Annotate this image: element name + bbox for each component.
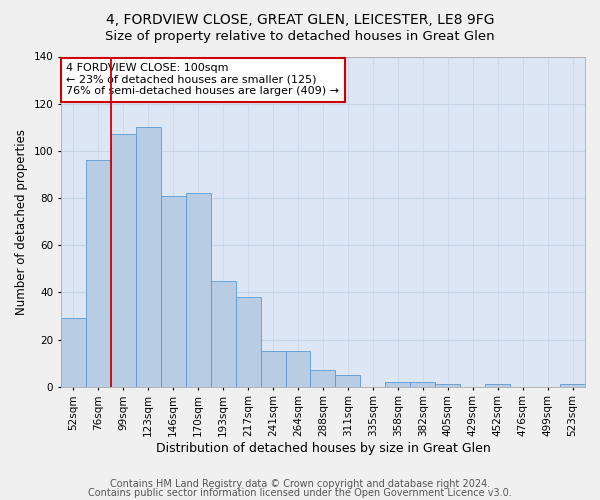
X-axis label: Distribution of detached houses by size in Great Glen: Distribution of detached houses by size … [155, 442, 490, 455]
Y-axis label: Number of detached properties: Number of detached properties [15, 128, 28, 314]
Bar [236, 297, 260, 386]
Bar [61, 318, 86, 386]
Bar [260, 352, 286, 386]
Text: 4 FORDVIEW CLOSE: 100sqm
← 23% of detached houses are smaller (125)
76% of semi-: 4 FORDVIEW CLOSE: 100sqm ← 23% of detach… [66, 63, 339, 96]
Bar [560, 384, 585, 386]
Text: Contains public sector information licensed under the Open Government Licence v3: Contains public sector information licen… [88, 488, 512, 498]
Bar [485, 384, 510, 386]
Bar [111, 134, 136, 386]
Bar [435, 384, 460, 386]
Text: Contains HM Land Registry data © Crown copyright and database right 2024.: Contains HM Land Registry data © Crown c… [110, 479, 490, 489]
Bar [211, 280, 236, 386]
Bar [161, 196, 186, 386]
Bar [310, 370, 335, 386]
Bar [286, 352, 310, 386]
Text: Size of property relative to detached houses in Great Glen: Size of property relative to detached ho… [105, 30, 495, 43]
Bar [410, 382, 435, 386]
Text: 4, FORDVIEW CLOSE, GREAT GLEN, LEICESTER, LE8 9FG: 4, FORDVIEW CLOSE, GREAT GLEN, LEICESTER… [106, 12, 494, 26]
Bar [385, 382, 410, 386]
Bar [136, 128, 161, 386]
Bar [335, 375, 361, 386]
Bar [86, 160, 111, 386]
Bar [186, 194, 211, 386]
